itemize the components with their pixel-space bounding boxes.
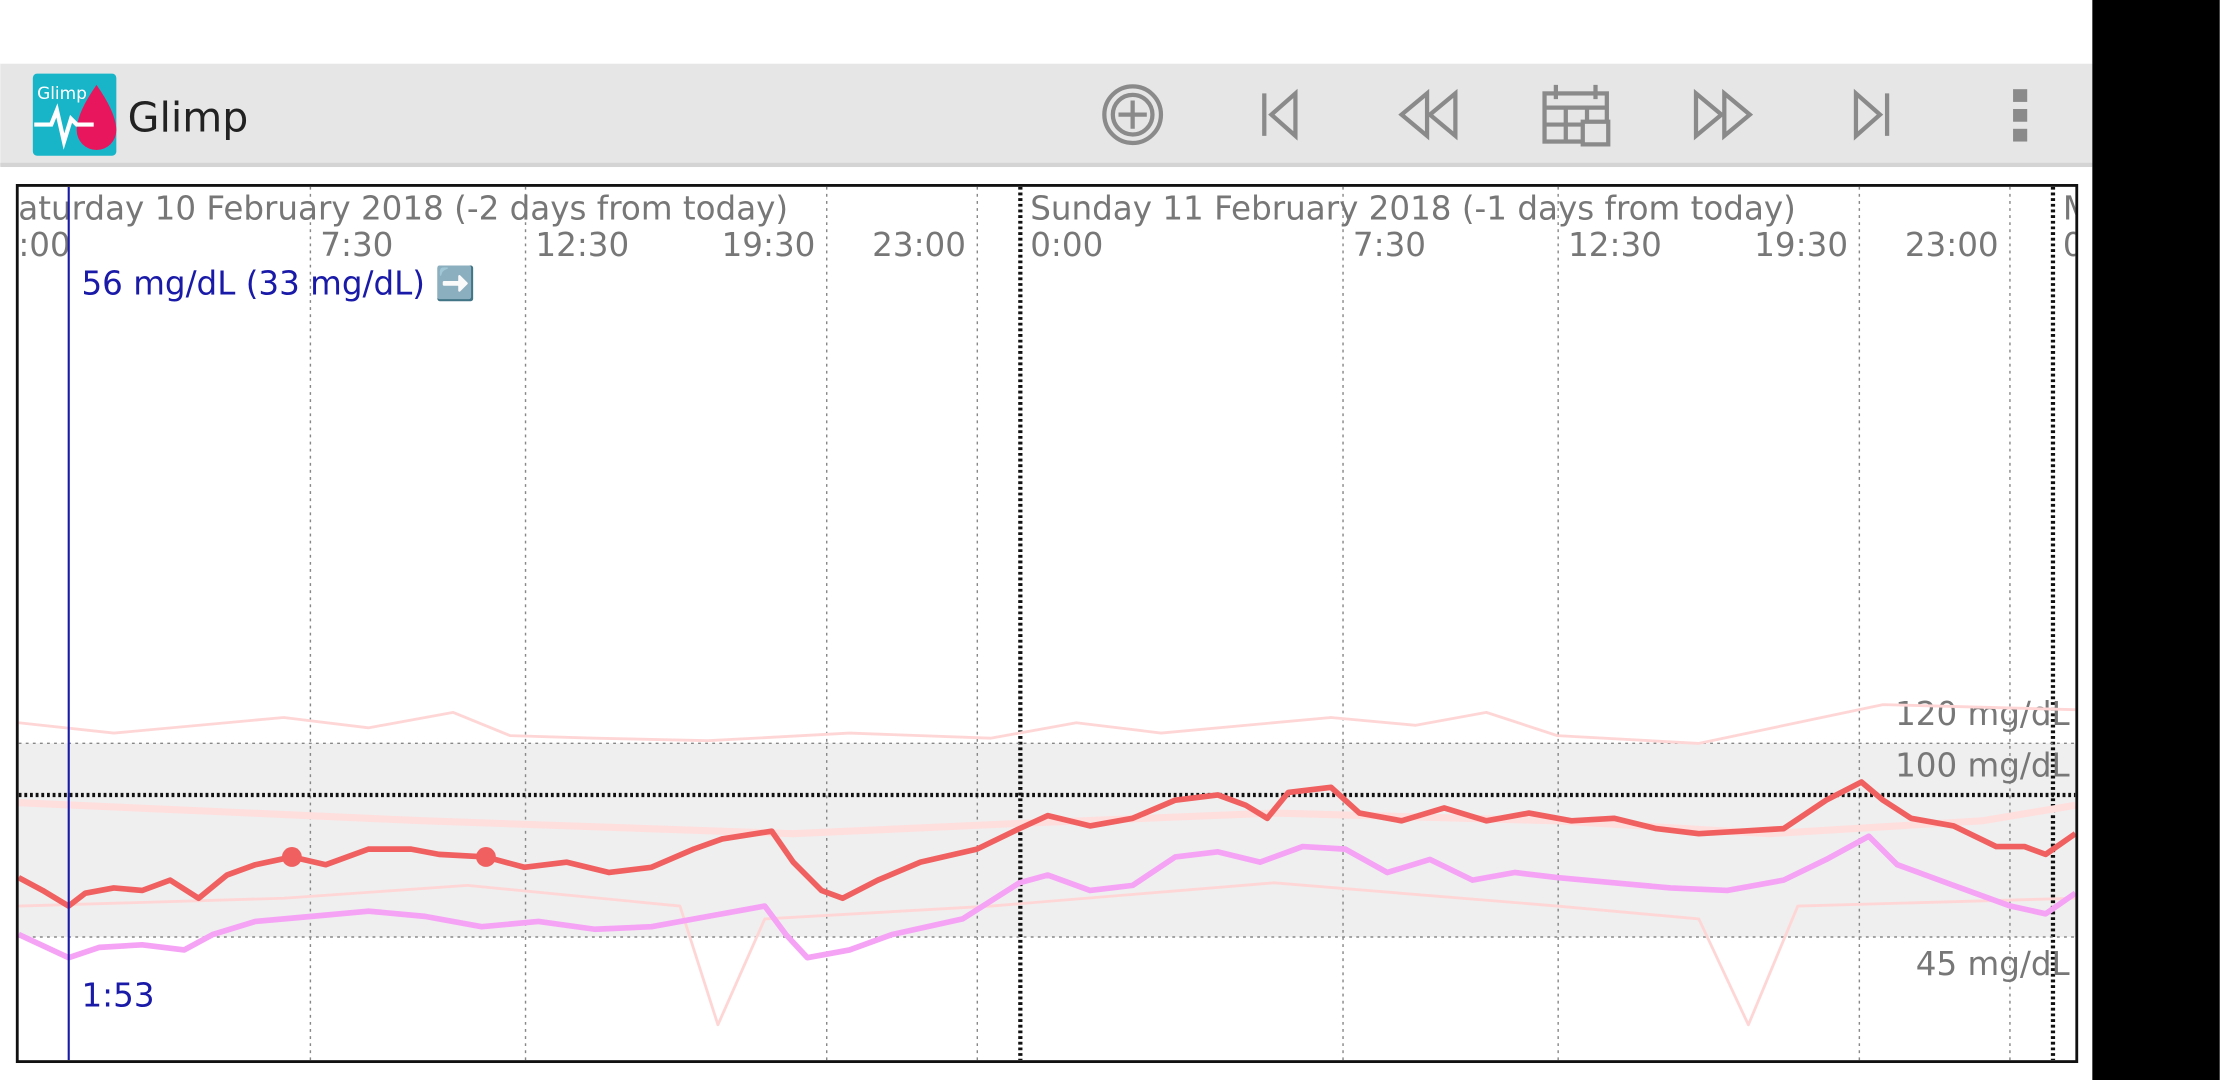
glucose-line [18, 703, 2076, 745]
icon-drop [76, 84, 117, 151]
glucose-line [18, 881, 2076, 1027]
target-band [18, 743, 2076, 938]
x-tick-label: 0:00 [0, 226, 71, 264]
day-title: Saturday 10 February 2018 (-2 days from … [0, 189, 788, 227]
plot: 0:00 7:30 12:30 19:30 23:00 0:00 7:30 12:30 19:3… [0, 186, 2136, 1061]
glucose-line [18, 779, 2076, 909]
day-title: Sunday 11 February 2018 (-1 days from to… [1030, 189, 1796, 227]
x-tick-label: 7:30 [320, 226, 393, 264]
first-button[interactable] [1262, 88, 1298, 141]
last-button[interactable] [1853, 88, 1890, 141]
threshold-label: 120 mg/dL [1895, 695, 2070, 733]
x-tick-label: 7:30 [1353, 226, 1426, 264]
x-tick-label: 19:30 [722, 226, 816, 264]
toolbar-shadow [0, 162, 2093, 168]
day-title: M [2063, 189, 2091, 227]
toolbar-actions [1102, 84, 2028, 147]
calendar-button[interactable] [1542, 84, 1611, 147]
toolbar [0, 63, 2093, 166]
x-tick-label: 0:00 [1030, 226, 1103, 264]
app-icon[interactable]: Glimp [32, 73, 117, 156]
app-title: Glimp [128, 94, 249, 142]
x-tick-label: 12:30 [535, 226, 629, 264]
glucose-line [18, 833, 2076, 961]
forward-button[interactable] [1693, 88, 1754, 141]
reading-dot [476, 847, 496, 867]
threshold-label: 45 mg/dL [1916, 945, 2070, 983]
x-tick-label: 23:00 [1905, 226, 1999, 264]
cursor-value: 56 mg/dL (33 mg/dL) ➡️ [81, 264, 475, 302]
menu-button[interactable] [2013, 89, 2028, 142]
add-button[interactable] [1102, 84, 1164, 146]
reading-dot [281, 847, 302, 867]
cursor-time: 1:53 [81, 976, 154, 1014]
status-bar [0, 0, 2093, 64]
x-tick-label: 0:00 [2063, 226, 2136, 264]
threshold-label: 100 mg/dL [1895, 747, 2070, 785]
rewind-button[interactable] [1398, 88, 1458, 141]
x-tick-label: 23:00 [872, 226, 966, 264]
x-tick-label: 19:30 [1754, 226, 1848, 264]
icon-text: Glimp [37, 84, 87, 104]
plot-frame [15, 184, 2079, 1064]
icon-pulse [34, 103, 94, 150]
x-tick-label: 12:30 [1568, 226, 1662, 264]
navigation-bar [2092, 0, 2220, 1080]
